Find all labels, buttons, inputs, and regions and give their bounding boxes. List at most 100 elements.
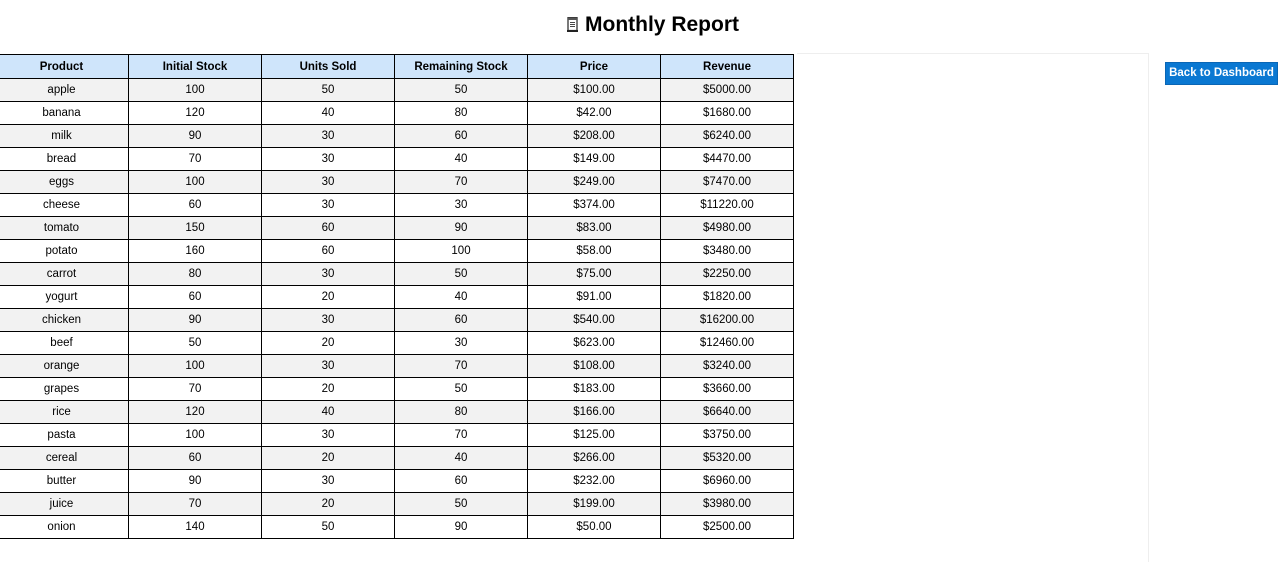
cell-product: rice <box>0 400 129 424</box>
cell-initial-stock: 140 <box>128 515 262 539</box>
cell-initial-stock: 100 <box>128 423 262 447</box>
cell-price: $149.00 <box>527 147 661 171</box>
cell-units-sold: 30 <box>261 469 395 493</box>
cell-units-sold: 30 <box>261 423 395 447</box>
table-row: orange 100 30 70 $108.00 $3240.00 <box>0 354 794 378</box>
cell-price: $50.00 <box>527 515 661 539</box>
cell-price: $108.00 <box>527 354 661 378</box>
cell-initial-stock: 70 <box>128 147 262 171</box>
table-row: potato 160 60 100 $58.00 $3480.00 <box>0 239 794 263</box>
cell-remaining-stock: 70 <box>394 423 528 447</box>
cell-remaining-stock: 40 <box>394 285 528 309</box>
cell-price: $125.00 <box>527 423 661 447</box>
cell-initial-stock: 70 <box>128 492 262 516</box>
cell-units-sold: 30 <box>261 354 395 378</box>
table-row: onion 140 50 90 $50.00 $2500.00 <box>0 515 794 539</box>
cell-remaining-stock: 60 <box>394 124 528 148</box>
table-row: beef 50 20 30 $623.00 $12460.00 <box>0 331 794 355</box>
cell-initial-stock: 60 <box>128 193 262 217</box>
page-title-text: Monthly Report <box>585 13 739 36</box>
cell-price: $232.00 <box>527 469 661 493</box>
column-header-price: Price <box>527 54 661 79</box>
column-header-units-sold: Units Sold <box>261 54 395 79</box>
cell-units-sold: 30 <box>261 308 395 332</box>
cell-revenue: $3980.00 <box>660 492 794 516</box>
cell-units-sold: 40 <box>261 101 395 125</box>
cell-price: $623.00 <box>527 331 661 355</box>
cell-remaining-stock: 70 <box>394 170 528 194</box>
cell-remaining-stock: 30 <box>394 331 528 355</box>
cell-product: bread <box>0 147 129 171</box>
cell-revenue: $4980.00 <box>660 216 794 240</box>
cell-price: $374.00 <box>527 193 661 217</box>
cell-revenue: $11220.00 <box>660 193 794 217</box>
table-row: milk 90 30 60 $208.00 $6240.00 <box>0 124 794 148</box>
table-row: cheese 60 30 30 $374.00 $11220.00 <box>0 193 794 217</box>
cell-product: beef <box>0 331 129 355</box>
column-header-initial-stock: Initial Stock <box>128 54 262 79</box>
cell-units-sold: 60 <box>261 239 395 263</box>
cell-units-sold: 50 <box>261 78 395 102</box>
cell-initial-stock: 80 <box>128 262 262 286</box>
cell-units-sold: 20 <box>261 446 395 470</box>
table-row: yogurt 60 20 40 $91.00 $1820.00 <box>0 285 794 309</box>
table-row: carrot 80 30 50 $75.00 $2250.00 <box>0 262 794 286</box>
table-row: rice 120 40 80 $166.00 $6640.00 <box>0 400 794 424</box>
cell-initial-stock: 100 <box>128 78 262 102</box>
cell-product: eggs <box>0 170 129 194</box>
cell-price: $249.00 <box>527 170 661 194</box>
cell-remaining-stock: 50 <box>394 492 528 516</box>
cell-initial-stock: 160 <box>128 239 262 263</box>
cell-revenue: $6960.00 <box>660 469 794 493</box>
cell-revenue: $3240.00 <box>660 354 794 378</box>
cell-product: onion <box>0 515 129 539</box>
column-header-product: Product <box>0 54 129 79</box>
cell-revenue: $6640.00 <box>660 400 794 424</box>
cell-product: chicken <box>0 308 129 332</box>
divider <box>797 53 1148 54</box>
table-row: bread 70 30 40 $149.00 $4470.00 <box>0 147 794 171</box>
cell-initial-stock: 60 <box>128 446 262 470</box>
table-row: butter 90 30 60 $232.00 $6960.00 <box>0 469 794 493</box>
cell-revenue: $12460.00 <box>660 331 794 355</box>
cell-product: carrot <box>0 262 129 286</box>
cell-remaining-stock: 100 <box>394 239 528 263</box>
cell-initial-stock: 60 <box>128 285 262 309</box>
cell-initial-stock: 90 <box>128 308 262 332</box>
cell-product: yogurt <box>0 285 129 309</box>
cell-remaining-stock: 30 <box>394 193 528 217</box>
cell-units-sold: 30 <box>261 193 395 217</box>
cell-remaining-stock: 80 <box>394 400 528 424</box>
cell-price: $42.00 <box>527 101 661 125</box>
cell-product: tomato <box>0 216 129 240</box>
cell-revenue: $5000.00 <box>660 78 794 102</box>
table-row: banana 120 40 80 $42.00 $1680.00 <box>0 101 794 125</box>
table-row: pasta 100 30 70 $125.00 $3750.00 <box>0 423 794 447</box>
cell-product: juice <box>0 492 129 516</box>
cell-revenue: $7470.00 <box>660 170 794 194</box>
back-to-dashboard-button[interactable]: Back to Dashboard <box>1165 62 1278 85</box>
cell-revenue: $3660.00 <box>660 377 794 401</box>
cell-price: $199.00 <box>527 492 661 516</box>
cell-price: $58.00 <box>527 239 661 263</box>
table-row: grapes 70 20 50 $183.00 $3660.00 <box>0 377 794 401</box>
cell-remaining-stock: 70 <box>394 354 528 378</box>
divider <box>1148 53 1149 562</box>
cell-product: cereal <box>0 446 129 470</box>
table-body: apple 100 50 50 $100.00 $5000.00 banana 120 40 80… <box>0 78 794 539</box>
cell-price: $266.00 <box>527 446 661 470</box>
table-row: cereal 60 20 40 $266.00 $5320.00 <box>0 446 794 470</box>
cell-units-sold: 30 <box>261 124 395 148</box>
cell-price: $166.00 <box>527 400 661 424</box>
cell-product: potato <box>0 239 129 263</box>
cell-initial-stock: 90 <box>128 124 262 148</box>
cell-product: pasta <box>0 423 129 447</box>
table-header-row: Product Initial Stock Units Sold Remaini… <box>0 54 794 79</box>
cell-price: $100.00 <box>527 78 661 102</box>
cell-remaining-stock: 50 <box>394 377 528 401</box>
cell-revenue: $3750.00 <box>660 423 794 447</box>
cell-remaining-stock: 90 <box>394 515 528 539</box>
cell-price: $183.00 <box>527 377 661 401</box>
cell-price: $208.00 <box>527 124 661 148</box>
